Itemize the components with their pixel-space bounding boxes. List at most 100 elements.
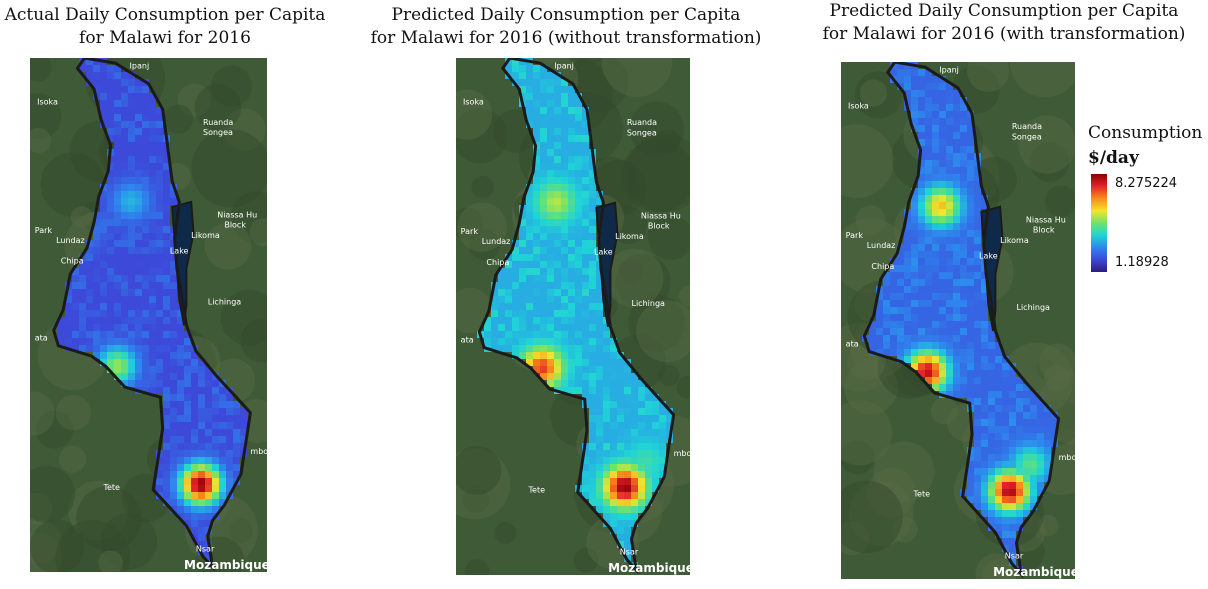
grid-cell xyxy=(512,310,519,317)
grid-cell xyxy=(946,342,953,349)
terrain-patch xyxy=(967,62,1010,93)
grid-cell xyxy=(568,352,575,359)
grid-cell xyxy=(100,100,107,107)
grid-cell xyxy=(86,275,93,282)
grid-cell xyxy=(107,261,114,268)
grid-cell xyxy=(582,170,589,177)
grid-cell xyxy=(617,471,624,478)
grid-cell xyxy=(946,195,953,202)
grid-cell xyxy=(1016,503,1023,510)
grid-cell xyxy=(561,268,568,275)
grid-cell xyxy=(128,212,135,219)
grid-cell xyxy=(107,72,114,79)
grid-cell xyxy=(1002,531,1009,538)
grid-cell xyxy=(163,282,170,289)
grid-cell xyxy=(233,443,240,450)
grid-cell xyxy=(561,338,568,345)
grid-cell xyxy=(107,226,114,233)
grid-cell xyxy=(100,233,107,240)
grid-cell xyxy=(177,317,184,324)
grid-cell xyxy=(974,286,981,293)
grid-cell xyxy=(960,314,967,321)
grid-cell xyxy=(953,391,960,398)
grid-cell xyxy=(582,387,589,394)
grid-cell xyxy=(177,457,184,464)
grid-cell xyxy=(918,356,925,363)
grid-cell xyxy=(198,534,205,541)
grid-cell xyxy=(897,342,904,349)
grid-cell xyxy=(953,321,960,328)
grid-cell xyxy=(883,321,890,328)
grid-cell xyxy=(128,338,135,345)
grid-cell xyxy=(932,104,939,111)
grid-cell xyxy=(939,279,946,286)
grid-cell xyxy=(519,345,526,352)
grid-cell xyxy=(142,156,149,163)
grid-cell xyxy=(582,114,589,121)
grid-cell xyxy=(547,184,554,191)
grid-cell xyxy=(107,121,114,128)
basemap-label: Park xyxy=(35,226,53,235)
grid-cell xyxy=(967,118,974,125)
grid-cell xyxy=(58,317,65,324)
grid-cell xyxy=(156,303,163,310)
grid-cell xyxy=(561,226,568,233)
grid-cell xyxy=(995,503,1002,510)
grid-cell xyxy=(939,188,946,195)
grid-cell xyxy=(1016,412,1023,419)
grid-cell xyxy=(72,268,79,275)
grid-cell xyxy=(988,447,995,454)
terrain-patch xyxy=(1029,142,1070,182)
grid-cell xyxy=(1016,384,1023,391)
grid-cell xyxy=(533,317,540,324)
grid-cell xyxy=(603,401,610,408)
grid-cell xyxy=(974,356,981,363)
grid-cell xyxy=(638,387,645,394)
grid-cell xyxy=(981,461,988,468)
grid-cell xyxy=(603,478,610,485)
grid-cell xyxy=(960,181,967,188)
grid-cell xyxy=(981,272,988,279)
grid-cell xyxy=(554,156,561,163)
grid-cell xyxy=(904,356,911,363)
grid-cell xyxy=(925,328,932,335)
grid-cell xyxy=(121,107,128,114)
grid-cell xyxy=(191,499,198,506)
grid-cell xyxy=(114,205,121,212)
grid-cell xyxy=(212,492,219,499)
grid-cell xyxy=(974,223,981,230)
grid-cell xyxy=(93,247,100,254)
grid-cell xyxy=(911,286,918,293)
grid-cell xyxy=(156,128,163,135)
grid-cell xyxy=(163,443,170,450)
grid-cell xyxy=(939,118,946,125)
grid-cell xyxy=(519,79,526,86)
grid-cell xyxy=(114,303,121,310)
grid-cell xyxy=(149,128,156,135)
grid-cell xyxy=(93,345,100,352)
grid-cell xyxy=(960,370,967,377)
grid-cell xyxy=(582,303,589,310)
map-title-actual: Actual Daily Consumption per Capita for … xyxy=(4,5,326,48)
grid-cell xyxy=(981,370,988,377)
grid-cell xyxy=(575,254,582,261)
grid-cell xyxy=(100,303,107,310)
grid-cell xyxy=(596,282,603,289)
grid-cell xyxy=(163,401,170,408)
grid-cell xyxy=(575,226,582,233)
grid-cell xyxy=(149,282,156,289)
grid-cell xyxy=(911,265,918,272)
grid-cell xyxy=(1044,475,1051,482)
grid-cell xyxy=(177,387,184,394)
terrain-patch xyxy=(30,58,52,82)
grid-cell xyxy=(79,324,86,331)
grid-cell xyxy=(1009,489,1016,496)
grid-cell xyxy=(1037,419,1044,426)
grid-cell xyxy=(1037,489,1044,496)
grid-cell xyxy=(135,352,142,359)
grid-cell xyxy=(988,510,995,517)
grid-cell xyxy=(142,296,149,303)
grid-cell xyxy=(932,384,939,391)
grid-cell xyxy=(638,457,645,464)
grid-cell xyxy=(645,443,652,450)
